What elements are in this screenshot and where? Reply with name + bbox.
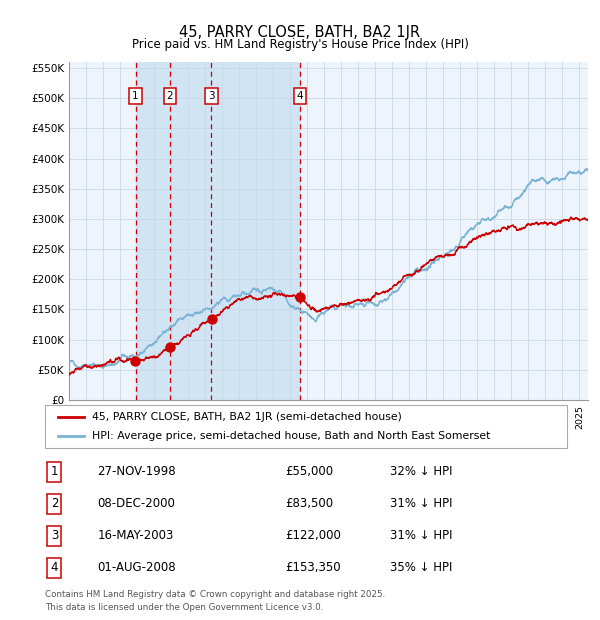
Text: Price paid vs. HM Land Registry's House Price Index (HPI): Price paid vs. HM Land Registry's House … bbox=[131, 38, 469, 51]
Text: 2: 2 bbox=[50, 497, 58, 510]
Text: 1: 1 bbox=[50, 466, 58, 479]
Text: HPI: Average price, semi-detached house, Bath and North East Somerset: HPI: Average price, semi-detached house,… bbox=[92, 432, 490, 441]
Text: £122,000: £122,000 bbox=[285, 529, 341, 542]
Text: 3: 3 bbox=[208, 91, 215, 101]
Text: 01-AUG-2008: 01-AUG-2008 bbox=[97, 561, 176, 574]
Text: 45, PARRY CLOSE, BATH, BA2 1JR (semi-detached house): 45, PARRY CLOSE, BATH, BA2 1JR (semi-det… bbox=[92, 412, 402, 422]
Text: 31% ↓ HPI: 31% ↓ HPI bbox=[389, 529, 452, 542]
Text: 2: 2 bbox=[167, 91, 173, 101]
Text: 31% ↓ HPI: 31% ↓ HPI bbox=[389, 497, 452, 510]
Text: 4: 4 bbox=[50, 561, 58, 574]
Text: 08-DEC-2000: 08-DEC-2000 bbox=[97, 497, 175, 510]
Text: 16-MAY-2003: 16-MAY-2003 bbox=[97, 529, 173, 542]
Bar bbox=[136, 62, 300, 400]
Text: 1: 1 bbox=[132, 91, 139, 101]
Text: £83,500: £83,500 bbox=[285, 497, 333, 510]
Text: £153,350: £153,350 bbox=[285, 561, 341, 574]
Text: 3: 3 bbox=[51, 529, 58, 542]
Text: 4: 4 bbox=[297, 91, 304, 101]
Text: 45, PARRY CLOSE, BATH, BA2 1JR: 45, PARRY CLOSE, BATH, BA2 1JR bbox=[179, 25, 421, 40]
Text: Contains HM Land Registry data © Crown copyright and database right 2025.
This d: Contains HM Land Registry data © Crown c… bbox=[45, 590, 385, 613]
Text: £55,000: £55,000 bbox=[285, 466, 333, 479]
Text: 32% ↓ HPI: 32% ↓ HPI bbox=[389, 466, 452, 479]
Text: 35% ↓ HPI: 35% ↓ HPI bbox=[389, 561, 452, 574]
FancyBboxPatch shape bbox=[45, 405, 567, 448]
Text: 27-NOV-1998: 27-NOV-1998 bbox=[97, 466, 176, 479]
